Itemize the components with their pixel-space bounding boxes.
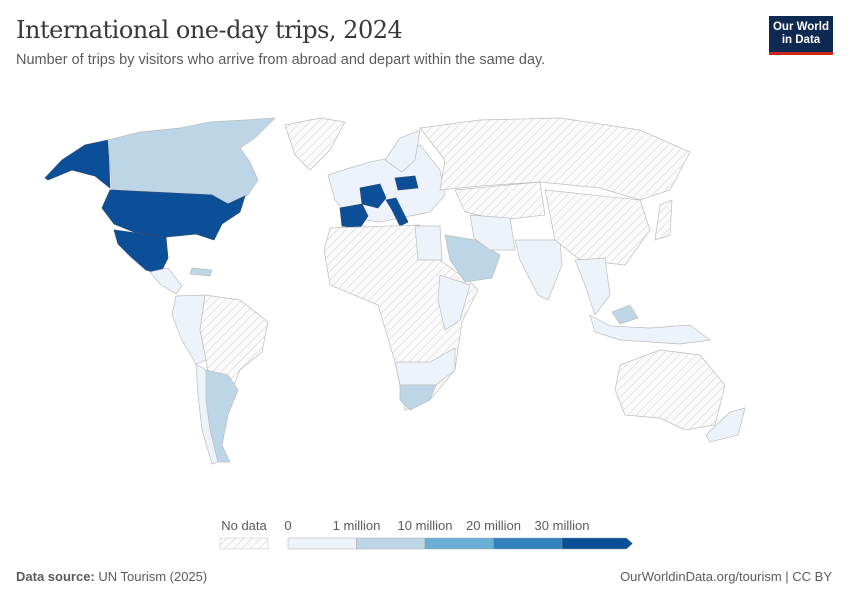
- data-source: Data source: UN Tourism (2025): [16, 569, 207, 584]
- region-china[interactable]: China: [544, 189, 651, 266]
- region-chile[interactable]: Chile: [195, 363, 219, 465]
- chart-subtitle: Number of trips by visitors who arrive f…: [16, 52, 546, 68]
- logo-line-1: Our World: [772, 21, 829, 33]
- legend-swatch: [287, 537, 357, 550]
- legend-bin-label: 30 million: [534, 518, 590, 533]
- region-egypt[interactable]: Egypt: [414, 225, 443, 261]
- region-south-africa[interactable]: South Africa: [399, 384, 437, 411]
- region-central-america[interactable]: Central America: [149, 267, 183, 295]
- world-map: Alaska (United States)CanadaGreenlandUni…: [44, 117, 746, 465]
- region-greenland[interactable]: Greenland: [284, 117, 346, 171]
- region-australia[interactable]: Australia: [614, 349, 726, 431]
- region-new-zealand[interactable]: New Zealand: [705, 407, 746, 443]
- region-scandinavia[interactable]: Scandinavia: [384, 129, 421, 173]
- legend-swatch: [493, 537, 563, 550]
- region-france[interactable]: France: [359, 183, 387, 209]
- region-india[interactable]: India: [514, 239, 563, 301]
- owid-logo[interactable]: Our World in Data: [769, 16, 833, 55]
- region-iran[interactable]: Iran: [469, 214, 516, 251]
- region-alaska-united-states[interactable]: Alaska (United States): [44, 139, 111, 189]
- logo-line-2: in Data: [781, 34, 821, 46]
- legend-no-data-label: No data: [221, 518, 267, 533]
- legend-swatch: [356, 537, 426, 550]
- region-caribbean[interactable]: Caribbean: [189, 267, 213, 277]
- region-russia[interactable]: Russia: [419, 117, 691, 201]
- legend-bin-label: 20 million: [466, 518, 521, 533]
- legend-bin-label: 10 million: [397, 518, 453, 533]
- region-japan[interactable]: Japan: [654, 199, 673, 241]
- legend-no-data-swatch: [219, 537, 269, 550]
- legend-swatches: [219, 537, 633, 550]
- legend-bin-label: 0: [284, 518, 292, 533]
- region-central-asia[interactable]: Central Asia: [454, 181, 546, 221]
- legend-swatch: [561, 537, 633, 550]
- region-southeast-asia[interactable]: Southeast Asia: [574, 257, 611, 316]
- legend-bin-label: 1 million: [332, 518, 381, 533]
- region-mexico[interactable]: Mexico: [113, 229, 169, 275]
- region-italy[interactable]: Italy: [385, 197, 409, 227]
- chart-title: International one-day trips, 2024: [16, 16, 403, 44]
- map-legend: No data 0 1 million 10 million 20 million 30…: [0, 510, 850, 560]
- region-spain[interactable]: Spain: [339, 203, 369, 229]
- legend-swatch: [424, 537, 494, 550]
- region-malaysia[interactable]: Malaysia: [611, 304, 639, 325]
- region-east-africa[interactable]: East Africa: [437, 274, 471, 331]
- region-poland[interactable]: Poland: [394, 175, 419, 191]
- region-indonesia[interactable]: Indonesia: [589, 314, 711, 345]
- owid-link[interactable]: OurWorldinData.org/tourism | CC BY: [620, 569, 832, 584]
- data-source-label: Data source:: [16, 569, 95, 584]
- region-united-states[interactable]: United States: [101, 189, 246, 241]
- region-western-south-america[interactable]: Western South America: [171, 294, 207, 365]
- data-source-value: UN Tourism (2025): [98, 569, 208, 584]
